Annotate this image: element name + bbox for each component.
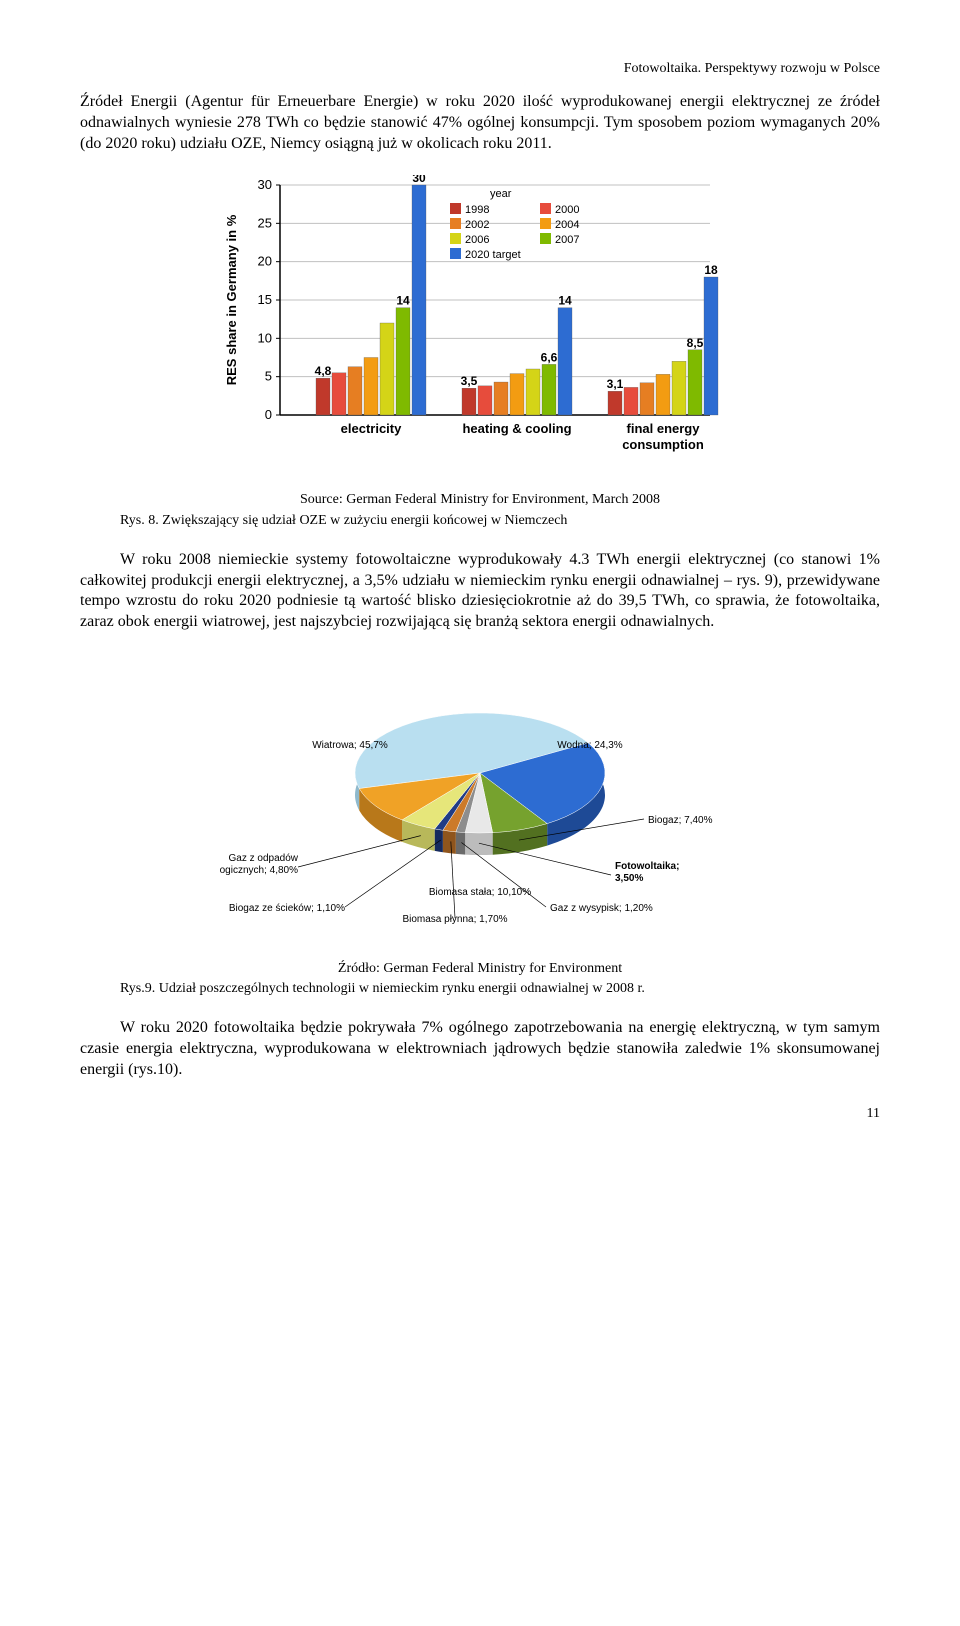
bar-chart-container: 0 5 10 15 20 25 30 RES share in Germany in % 4,8… (80, 175, 880, 482)
svg-text:RES share in Germany in %: RES share in Germany in % (224, 214, 239, 385)
svg-text:30: 30 (258, 177, 272, 192)
bar-chart: 0 5 10 15 20 25 30 RES share in Germany in % 4,8… (220, 175, 740, 475)
svg-text:10: 10 (258, 330, 272, 345)
svg-text:Biogaz ze ścieków; 1,10%: Biogaz ze ścieków; 1,10% (229, 903, 345, 914)
svg-text:final energy: final energy (627, 421, 701, 436)
paragraph-3: W roku 2020 fotowoltaika będzie pokrywał… (80, 1018, 880, 1080)
svg-text:15: 15 (258, 292, 272, 307)
svg-text:2000: 2000 (555, 204, 579, 216)
paragraph-2: W roku 2008 niemieckie systemy fotowolta… (80, 550, 880, 633)
svg-text:5: 5 (265, 368, 272, 383)
svg-text:14: 14 (396, 293, 410, 307)
page-header: Fotowoltaika. Perspektywy rozwoju w Pols… (80, 60, 880, 78)
svg-text:Gaz z odpadów: Gaz z odpadów (229, 853, 299, 864)
svg-text:2006: 2006 (465, 234, 489, 246)
svg-text:1998: 1998 (465, 204, 489, 216)
svg-text:18: 18 (704, 263, 718, 277)
svg-text:Biogaz; 7,40%: Biogaz; 7,40% (648, 815, 713, 826)
figure-1-source: Source: German Federal Ministry for Envi… (80, 491, 880, 509)
svg-text:30: 30 (412, 175, 426, 185)
figure-2-source: Źródło: German Federal Ministry for Envi… (80, 960, 880, 978)
svg-text:4,8: 4,8 (315, 364, 332, 378)
svg-text:Biomasa płynna; 1,70%: Biomasa płynna; 1,70% (402, 914, 507, 925)
svg-text:heating & cooling: heating & cooling (462, 421, 571, 436)
svg-text:3,5: 3,5 (461, 374, 478, 388)
svg-text:20: 20 (258, 253, 272, 268)
figure-2-caption: Rys.9. Udział poszczególnych technologii… (120, 980, 880, 998)
svg-text:2020 target: 2020 target (465, 249, 521, 261)
pie-chart-container: Wiatrowa; 45,7% Wodna; 24,3% Biogaz; 7,40%… (80, 653, 880, 950)
svg-text:year: year (490, 188, 512, 200)
figure-1-caption: Rys. 8. Zwiększający się udział OZE w zu… (120, 512, 880, 530)
svg-text:consumption: consumption (622, 437, 704, 452)
page-number: 11 (80, 1105, 880, 1123)
svg-text:3,1: 3,1 (607, 377, 624, 391)
paragraph-1: Źródeł Energii (Agentur für Erneuerbare … (80, 92, 880, 154)
svg-text:14: 14 (558, 293, 572, 307)
svg-text:biologicznych; 4,80%: biologicznych; 4,80% (220, 865, 298, 876)
svg-text:Fotowoltaika;: Fotowoltaika; (615, 861, 679, 872)
svg-text:25: 25 (258, 215, 272, 230)
svg-text:electricity: electricity (341, 421, 402, 436)
svg-text:Biomasa stała; 10,10%: Biomasa stała; 10,10% (429, 887, 531, 898)
svg-text:8,5: 8,5 (687, 335, 704, 349)
svg-text:6,6: 6,6 (541, 350, 558, 364)
svg-text:Wiatrowa; 45,7%: Wiatrowa; 45,7% (312, 740, 388, 751)
svg-text:2004: 2004 (555, 219, 579, 231)
pie-chart: Wiatrowa; 45,7% Wodna; 24,3% Biogaz; 7,40%… (220, 653, 740, 943)
svg-text:Gaz z wysypisk; 1,20%: Gaz z wysypisk; 1,20% (550, 903, 653, 914)
svg-text:Wodna; 24,3%: Wodna; 24,3% (557, 740, 623, 751)
svg-text:2007: 2007 (555, 234, 579, 246)
svg-text:0: 0 (265, 407, 272, 422)
svg-text:2002: 2002 (465, 219, 489, 231)
svg-text:3,50%: 3,50% (615, 873, 643, 884)
